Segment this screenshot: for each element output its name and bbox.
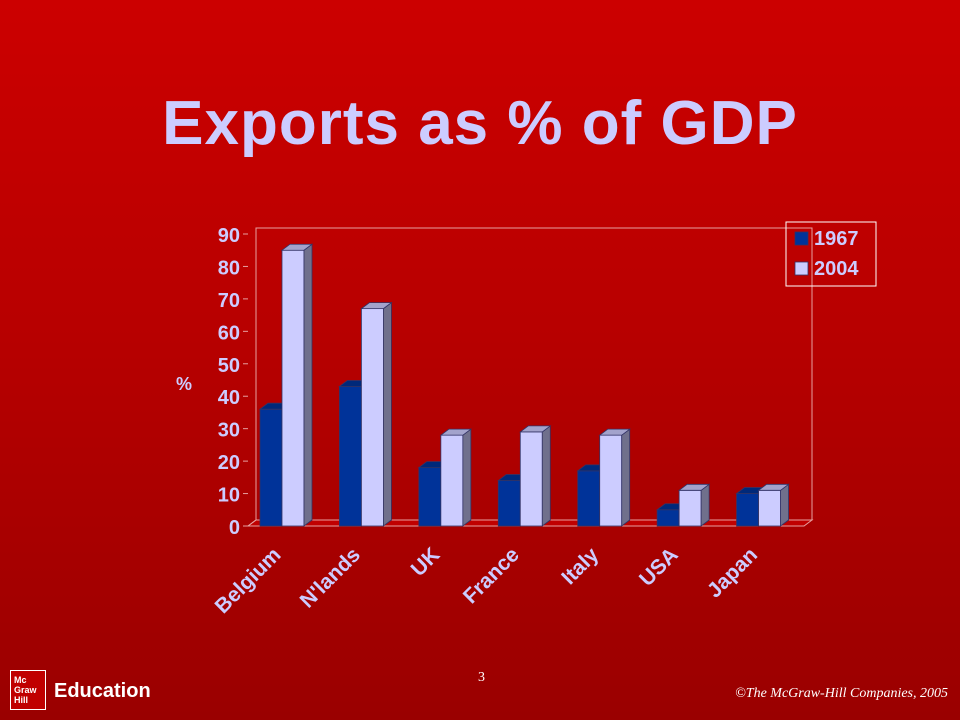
bar-front xyxy=(678,489,702,527)
logo-line-3: Hill xyxy=(14,695,29,705)
bar-top xyxy=(360,302,393,310)
legend-swatch xyxy=(794,261,809,276)
x-tick-label: Belgium xyxy=(211,543,286,618)
bar-front xyxy=(577,470,601,527)
bar-side xyxy=(780,483,789,527)
bar-2004-france xyxy=(519,425,552,527)
y-tick-label: 40 xyxy=(218,387,240,409)
bar-side xyxy=(700,483,710,527)
y-tick-label: 30 xyxy=(218,420,240,442)
bar-front xyxy=(656,509,680,527)
bar-top xyxy=(280,243,314,251)
y-tick-label: 10 xyxy=(218,485,240,507)
legend-swatch xyxy=(794,231,809,246)
x-tick-label: N'lands xyxy=(296,543,365,612)
bar-side xyxy=(462,428,472,527)
chart-legend: 1967 2004 xyxy=(785,221,877,287)
copyright-text: ©The McGraw-Hill Companies, 2005 xyxy=(735,686,948,701)
bar-front xyxy=(339,386,362,527)
y-tick-label: 80 xyxy=(218,257,240,279)
x-tick-label: Japan xyxy=(703,543,762,602)
slide-title: Exports as % of GDP xyxy=(162,89,798,158)
bar-front xyxy=(758,489,781,527)
x-tick-label: France xyxy=(459,543,524,608)
education-logo-text: Education xyxy=(54,680,151,702)
axis-corner xyxy=(247,519,257,527)
y-tick-label: 60 xyxy=(218,322,240,344)
bar-front xyxy=(599,434,623,527)
bar-2004-italy xyxy=(598,428,631,527)
bar-top xyxy=(677,483,711,491)
bar-side xyxy=(621,428,631,527)
legend-label: 2004 xyxy=(814,258,859,280)
bar-side xyxy=(303,243,313,527)
bar-front xyxy=(259,408,283,527)
page-number: 3 xyxy=(478,670,485,685)
mcgraw-hill-logo: Mc Graw Hill xyxy=(10,670,46,710)
logo-line-1: Mc xyxy=(14,675,27,685)
bar-front xyxy=(497,480,521,527)
y-tick-label: 90 xyxy=(218,225,240,247)
bar-front xyxy=(736,493,759,527)
bar-front xyxy=(519,431,543,527)
x-tick-label: Italy xyxy=(557,543,603,589)
bar-top xyxy=(519,425,552,433)
y-tick-label: 50 xyxy=(218,355,240,377)
legend-box xyxy=(785,221,877,287)
bar-top xyxy=(757,483,790,491)
bar-2004-nlands xyxy=(360,301,393,527)
y-tick-label: 70 xyxy=(218,290,240,312)
bar-2004-usa xyxy=(677,483,711,527)
bar-front xyxy=(281,249,305,527)
bar-2004-uk xyxy=(439,428,473,527)
bar-front xyxy=(440,434,464,527)
logo-line-2: Graw xyxy=(14,685,37,695)
bar-top xyxy=(598,428,631,436)
x-tick-label: USA xyxy=(635,543,683,591)
legend-label: 1967 xyxy=(814,228,859,250)
bar-2004-belgium xyxy=(280,243,314,527)
bar-front xyxy=(418,467,442,527)
bar-2004-japan xyxy=(757,483,790,527)
y-axis-label: % xyxy=(176,374,192,394)
y-tick-label: 0 xyxy=(229,517,240,539)
bar-top xyxy=(439,428,473,436)
bar-side xyxy=(541,425,551,527)
x-tick-label: UK xyxy=(407,543,445,581)
y-tick-label: 20 xyxy=(218,452,240,474)
bar-front xyxy=(361,308,384,527)
bar-side xyxy=(383,301,392,527)
